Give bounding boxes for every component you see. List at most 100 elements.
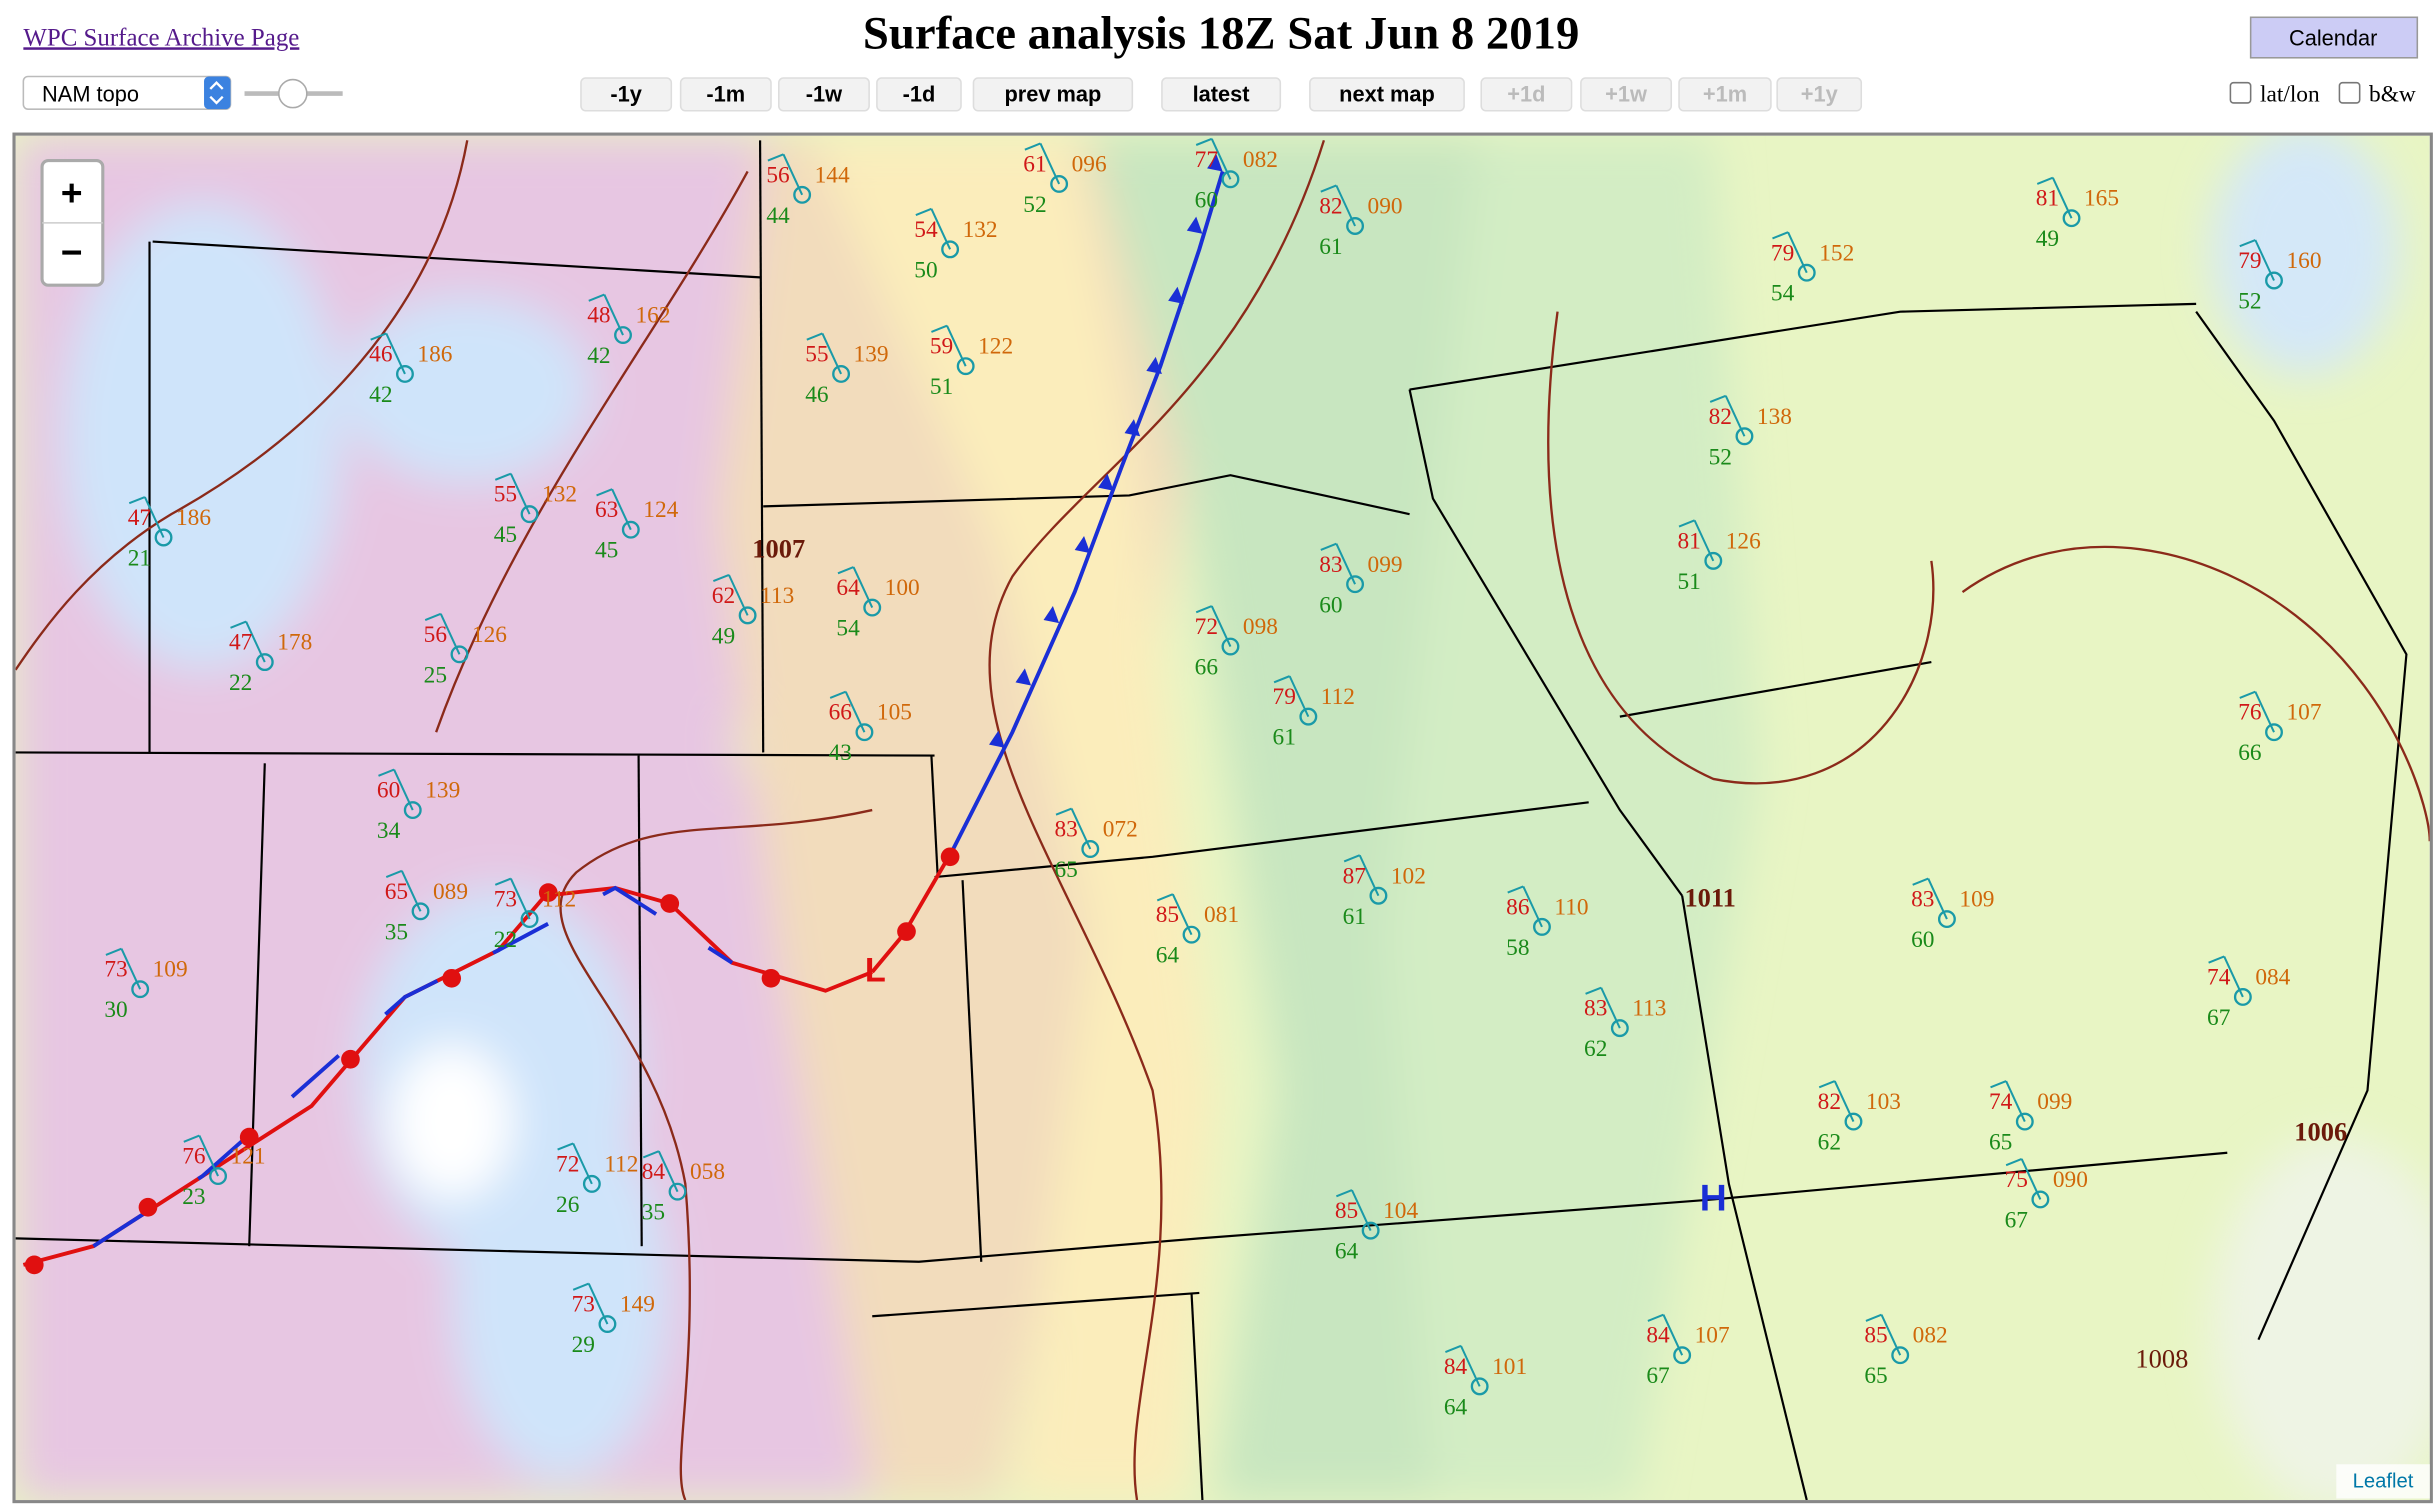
station-pressure: 058 bbox=[690, 1159, 725, 1185]
zoom-out[interactable]: − bbox=[61, 231, 83, 273]
station-dewpoint: 61 bbox=[1343, 904, 1366, 930]
station-circle bbox=[582, 1174, 601, 1193]
station-pressure: 122 bbox=[978, 334, 1013, 360]
station-dewpoint: 52 bbox=[1023, 192, 1046, 218]
station-temp: 83 bbox=[1584, 996, 1607, 1022]
zoom-in[interactable]: + bbox=[61, 172, 83, 214]
checkbox-label[interactable]: b&w bbox=[2369, 81, 2416, 107]
station-pressure: 126 bbox=[472, 622, 507, 648]
nav-button[interactable] bbox=[1309, 77, 1465, 112]
station-dewpoint: 35 bbox=[642, 1200, 665, 1226]
nav-button-label[interactable]: latest bbox=[1193, 81, 1250, 106]
station-dewpoint: 65 bbox=[1054, 857, 1077, 883]
station-dewpoint: 65 bbox=[1989, 1130, 2012, 1156]
front-semicircles bbox=[24, 847, 960, 1275]
checkbox[interactable] bbox=[2338, 81, 2361, 104]
station-dewpoint: 22 bbox=[494, 927, 517, 953]
station-temp: 48 bbox=[587, 303, 610, 329]
station-pressure: 084 bbox=[2255, 965, 2290, 991]
nav-button[interactable] bbox=[777, 77, 870, 112]
nav-button[interactable] bbox=[679, 77, 772, 112]
station-circle bbox=[738, 606, 757, 625]
station-circle bbox=[863, 598, 882, 617]
nav-button-label[interactable]: -1y bbox=[610, 81, 642, 106]
checkbox[interactable] bbox=[2229, 81, 2252, 104]
isobar-label: 1007 bbox=[752, 534, 805, 564]
station-circle bbox=[1346, 217, 1365, 235]
wind-barb-tick bbox=[712, 573, 730, 583]
station-circle bbox=[1844, 1112, 1863, 1131]
nav-button[interactable] bbox=[580, 77, 673, 112]
station-dewpoint: 54 bbox=[836, 616, 860, 642]
station-temp: 56 bbox=[424, 622, 447, 648]
station-pressure: 101 bbox=[1492, 1354, 1527, 1380]
calendar-button[interactable] bbox=[2249, 16, 2419, 59]
station-pressure: 109 bbox=[1959, 887, 1994, 913]
wind-barb-tick bbox=[1647, 1313, 1664, 1322]
nav-button[interactable] bbox=[876, 77, 962, 112]
station-dewpoint: 51 bbox=[1677, 569, 1700, 595]
station-pressure: 149 bbox=[620, 1292, 655, 1318]
station-pressure: 178 bbox=[277, 630, 312, 656]
checkbox-label[interactable]: lat/lon bbox=[2260, 81, 2320, 107]
wind-barb-tick bbox=[378, 768, 395, 777]
wind-barb-tick bbox=[370, 332, 387, 341]
nav-button-label[interactable]: -1d bbox=[903, 81, 936, 106]
station-dewpoint: 66 bbox=[1195, 655, 1218, 681]
station-pressure: 124 bbox=[643, 497, 678, 523]
attribution[interactable]: Leaflet bbox=[2353, 1471, 2414, 1493]
wind-barb-tick bbox=[183, 1134, 200, 1143]
station-dewpoint: 30 bbox=[104, 997, 127, 1023]
layer-label[interactable]: NAM topo bbox=[42, 81, 139, 106]
archive-link[interactable]: WPC Surface Archive Page bbox=[23, 24, 299, 51]
station-circle bbox=[450, 645, 469, 664]
select-arrow[interactable] bbox=[204, 76, 231, 110]
nav-button-label[interactable]: prev map bbox=[1004, 81, 1101, 106]
wind-barb-tick bbox=[424, 612, 442, 621]
wind-barb-tick bbox=[931, 324, 948, 333]
station-dewpoint: 67 bbox=[2005, 1207, 2028, 1233]
calendar-label[interactable]: Calendar bbox=[2289, 25, 2377, 50]
nav-button-label[interactable]: -1m bbox=[706, 81, 745, 106]
wind-barb-tick bbox=[1320, 542, 1337, 551]
station-pressure: 121 bbox=[231, 1144, 266, 1170]
station-pressure: 102 bbox=[1391, 863, 1426, 889]
station-circle bbox=[855, 723, 874, 742]
station-dewpoint: 52 bbox=[1709, 444, 1732, 470]
wind-barb-tick bbox=[1507, 885, 1524, 894]
wind-barb-tick bbox=[1343, 854, 1361, 863]
station-pressure: 139 bbox=[425, 778, 460, 804]
station-dewpoint: 50 bbox=[914, 257, 937, 283]
station-pressure: 139 bbox=[854, 341, 889, 367]
nav-button[interactable] bbox=[972, 77, 1134, 112]
slider-knob[interactable] bbox=[278, 78, 308, 109]
station-circle bbox=[2062, 209, 2081, 228]
wind-barb-tick bbox=[837, 566, 854, 575]
station-temp: 87 bbox=[1343, 863, 1366, 889]
station-circle bbox=[403, 801, 422, 820]
stationary-front-cold bbox=[92, 885, 734, 1248]
wind-barb-tick bbox=[1055, 807, 1072, 816]
wind-barb-tick bbox=[1865, 1313, 1882, 1322]
wind-barb-tick bbox=[494, 877, 512, 886]
nav-button-label: +1w bbox=[1605, 81, 1647, 106]
station-circle bbox=[520, 910, 539, 929]
station-temp: 82 bbox=[1709, 404, 1732, 430]
station-dewpoint: 43 bbox=[829, 740, 852, 766]
station-pressure: 096 bbox=[1072, 151, 1107, 177]
nav-button-label[interactable]: next map bbox=[1339, 81, 1435, 106]
station-circle bbox=[621, 520, 640, 539]
wind-barb-tick bbox=[1273, 675, 1291, 684]
station-pressure: 082 bbox=[1913, 1323, 1948, 1349]
station-temp: 84 bbox=[1444, 1354, 1468, 1380]
nav-button[interactable] bbox=[1161, 77, 1282, 112]
station-pressure: 090 bbox=[1368, 194, 1403, 220]
station-dewpoint: 45 bbox=[595, 538, 618, 564]
station-circle bbox=[1704, 551, 1723, 570]
station-dewpoint: 60 bbox=[1911, 927, 1934, 953]
wind-barb-tick bbox=[1818, 1080, 1836, 1089]
station-circle bbox=[2233, 988, 2252, 1006]
nav-button-label[interactable]: -1w bbox=[806, 81, 842, 106]
station-dewpoint: 26 bbox=[556, 1192, 579, 1218]
map[interactable]: 56 144 44 61 096 52 77 082 60 82 090 61 54 132 50 55 139… bbox=[15, 125, 2436, 1508]
